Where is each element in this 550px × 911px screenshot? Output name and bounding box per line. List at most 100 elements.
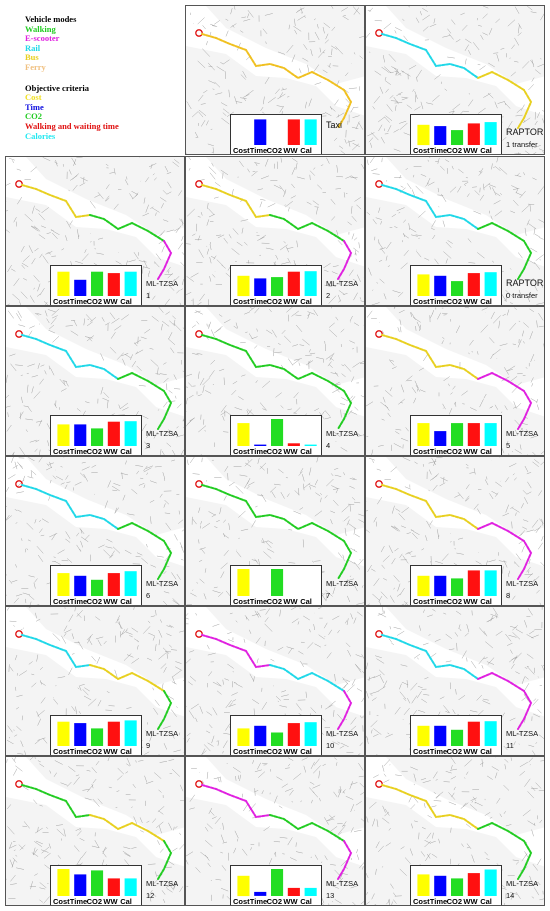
origin-marker [15, 180, 23, 188]
category-tick-label: CO2 [266, 447, 283, 456]
bar-plot [57, 271, 137, 296]
bar-cal [484, 721, 497, 746]
category-tick-label: Cal [480, 447, 492, 456]
category-tick-label: WW [283, 747, 298, 756]
route-segment [157, 240, 173, 280]
bar-co2 [91, 271, 104, 296]
bar-plot [417, 122, 497, 146]
criteria-bar-chart: Cost Time CO2 WW Cal [410, 265, 502, 306]
category-tick-label: Time [69, 297, 88, 306]
category-tick-label: Cal [120, 297, 132, 306]
route-segment [269, 214, 345, 242]
origin-marker [375, 630, 383, 638]
bar-ww [287, 723, 300, 746]
category-tick-label: Time [429, 897, 448, 906]
bar-co2 [271, 569, 284, 596]
origin-marker [195, 780, 203, 788]
bar-cost [237, 569, 250, 596]
bar-time [254, 891, 267, 896]
category-tick-label: CO2 [266, 146, 283, 155]
origin-marker [375, 29, 383, 37]
route-segment [337, 840, 353, 880]
map-panel: Cost Time CO2 WW Cal ML-TZSA 1 [5, 156, 185, 306]
category-tick-label: Cost [53, 747, 70, 756]
bar-ww [107, 273, 120, 296]
route-segment [477, 821, 533, 880]
bar-plot [254, 119, 317, 145]
criteria-bar-chart: Cost Time CO2 WW Cal [410, 114, 502, 155]
map-panel: Cost Time CO2 WW Cal ML-TZSA 10 [185, 606, 365, 756]
bar-co2 [451, 878, 464, 896]
bar-co2 [451, 578, 464, 596]
category-tick-label: CO2 [86, 597, 103, 606]
origin-marker [15, 630, 23, 638]
bar-ww [467, 423, 480, 446]
bar-cal [484, 122, 497, 145]
panel-sublabel: 12 [146, 891, 155, 900]
legend-criterion-cost: Cost [25, 92, 42, 103]
panel-label: RAPTOR [506, 127, 544, 137]
panel-sublabel: 2 [326, 291, 331, 300]
bar-plot [57, 421, 137, 446]
route-segment [201, 634, 271, 669]
criteria-bar-chart: Cost Time CO2 WW Cal [230, 114, 322, 155]
route-segment [117, 371, 173, 430]
bar-cost [57, 869, 70, 896]
category-tick-label: CO2 [86, 447, 103, 456]
category-tick-label: CO2 [86, 897, 103, 906]
route-segment [201, 784, 271, 819]
route-segment [21, 334, 119, 380]
criteria-bar-chart: Cost Time CO2 WW Cal [50, 265, 142, 306]
bar-cost [417, 274, 430, 296]
category-tick-label: CO2 [446, 297, 463, 306]
category-tick-label: Cost [53, 297, 70, 306]
bar-co2 [271, 869, 284, 896]
category-tick-label: Cal [480, 897, 492, 906]
panel-sublabel: 10 [326, 741, 335, 750]
map-panel: Cost Time CO2 WW Cal ML-TZSA 7 [185, 456, 365, 606]
map-panel: Cost Time CO2 WW Cal ML-TZSA 8 [365, 456, 545, 606]
category-tick-label: WW [463, 597, 478, 606]
category-tick-label: WW [103, 447, 118, 456]
bar-cost [417, 124, 430, 146]
category-tick-label: Cal [120, 747, 132, 756]
panel-sublabel: 9 [146, 741, 151, 750]
map-panel: Cost Time CO2 WW Cal ML-TZSA 13 [185, 756, 365, 906]
bar-time [254, 119, 267, 145]
map-panel: Cost Time CO2 WW Cal ML-TZSA 12 [5, 756, 185, 906]
bar-time [434, 875, 447, 897]
category-tick-label: Cal [300, 897, 312, 906]
bar-time [434, 126, 447, 145]
category-tick-label: Cost [233, 447, 250, 456]
bar-ww [107, 573, 120, 596]
bar-co2 [271, 419, 284, 446]
category-tick-label: CO2 [86, 747, 103, 756]
bar-time [254, 444, 267, 446]
panel-label: ML-TZSA [326, 879, 359, 888]
map-panel: Cost Time CO2 WW Cal RAPTOR 0 transfer [365, 156, 545, 306]
panel-label: Taxi [326, 120, 343, 130]
category-tick-label: Time [249, 297, 268, 306]
category-tick-label: WW [283, 897, 298, 906]
bar-ww [107, 421, 120, 446]
criteria-bar-chart: Cost Time CO2 WW Cal [50, 565, 142, 606]
category-tick-label: Time [69, 447, 88, 456]
panel-sublabel: 8 [506, 591, 511, 600]
route-segment [21, 484, 119, 530]
category-tick-label: WW [103, 897, 118, 906]
category-tick-label: WW [283, 146, 298, 155]
route-segment [477, 221, 533, 280]
bar-cal [124, 271, 137, 296]
route-segment [381, 334, 479, 380]
land-area [386, 157, 544, 235]
category-tick-label: Cal [120, 597, 132, 606]
legend: Vehicle modes Walking E-scooter Rail Bus… [25, 14, 185, 141]
category-tick-label: Time [249, 747, 268, 756]
category-tick-label: Time [429, 146, 448, 155]
category-tick-label: Cost [233, 297, 250, 306]
bar-time [74, 723, 87, 746]
legend-modes-heading: Vehicle modes [25, 14, 77, 24]
legend-criterion-time: Time [25, 101, 44, 112]
category-tick-label: Time [249, 897, 268, 906]
map-panel: Cost Time CO2 WW Cal RAPTOR 1 transfer [365, 5, 545, 155]
